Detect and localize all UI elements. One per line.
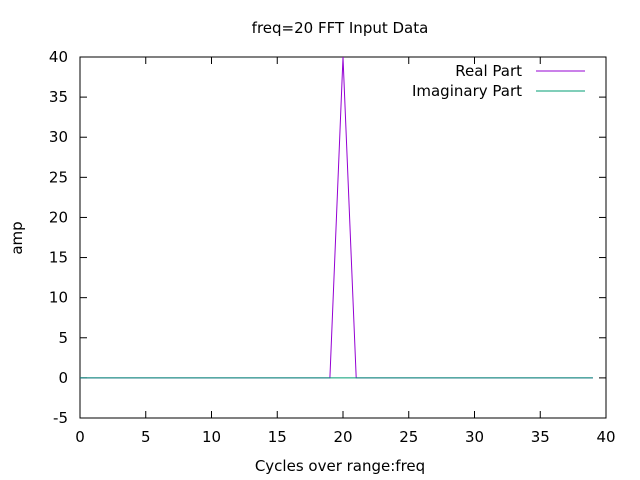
x-tick-label: 0 [75,428,85,446]
x-tick-label: 30 [465,428,484,446]
x-tick-label: 10 [202,428,221,446]
y-tick-label: 10 [49,289,68,307]
y-tick-label: 20 [49,208,68,226]
x-tick-label: 40 [596,428,615,446]
y-tick-label: 40 [49,48,68,66]
y-tick-label: 25 [49,168,68,186]
y-axis-ticks: -5 0 5 10 15 20 25 30 35 40 [49,48,606,427]
series-line-0 [80,56,593,379]
y-tick-label: 15 [49,249,68,267]
y-tick-label: 5 [58,329,68,347]
x-tick-label: 35 [531,428,550,446]
y-tick-label: 35 [49,88,68,106]
plot-frame [79,56,607,419]
y-tick-label: -5 [53,409,68,427]
x-tick-label: 15 [268,428,287,446]
legend-label-0: Real Part [455,62,522,80]
x-tick-label: 5 [141,428,151,446]
chart-title: freq=20 FFT Input Data [252,19,429,37]
x-tick-label: 20 [333,428,352,446]
legend-label-1: Imaginary Part [412,82,522,100]
plot-border [79,56,607,419]
x-axis-ticks: 0 5 10 15 20 25 30 35 40 [75,57,616,446]
x-tick-label: 25 [399,428,418,446]
y-axis-label: amp [8,221,26,254]
y-tick-label: 30 [49,128,68,146]
y-tick-label: 0 [58,369,68,387]
x-axis-label: Cycles over range:freq [255,457,425,475]
legend: Real Part Imaginary Part [412,62,585,100]
series-lines [80,56,593,379]
